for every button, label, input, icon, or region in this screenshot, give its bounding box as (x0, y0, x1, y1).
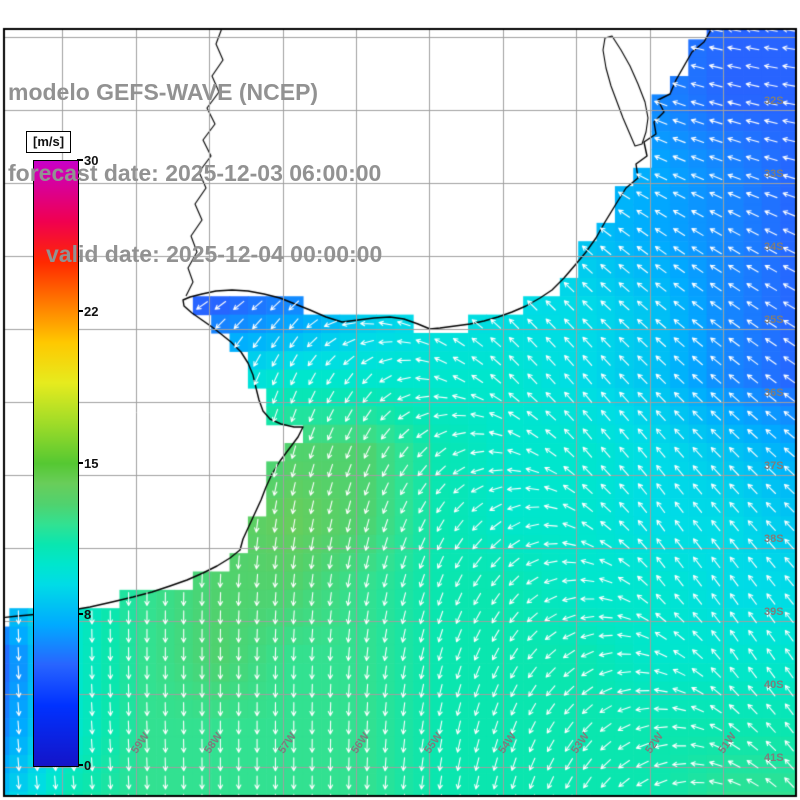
forecast-date-label: forecast date: 2025-12-03 06:00:00 (8, 160, 382, 186)
valid-date-label: valid date: 2025-12-04 00:00:00 (46, 241, 383, 267)
title-block: modelo GEFS-WAVE (NCEP) forecast date: 2… (8, 25, 382, 322)
colorbar (33, 160, 79, 767)
colorbar-units-label: [m/s] (26, 131, 72, 153)
model-title: modelo GEFS-WAVE (NCEP) (8, 79, 319, 105)
